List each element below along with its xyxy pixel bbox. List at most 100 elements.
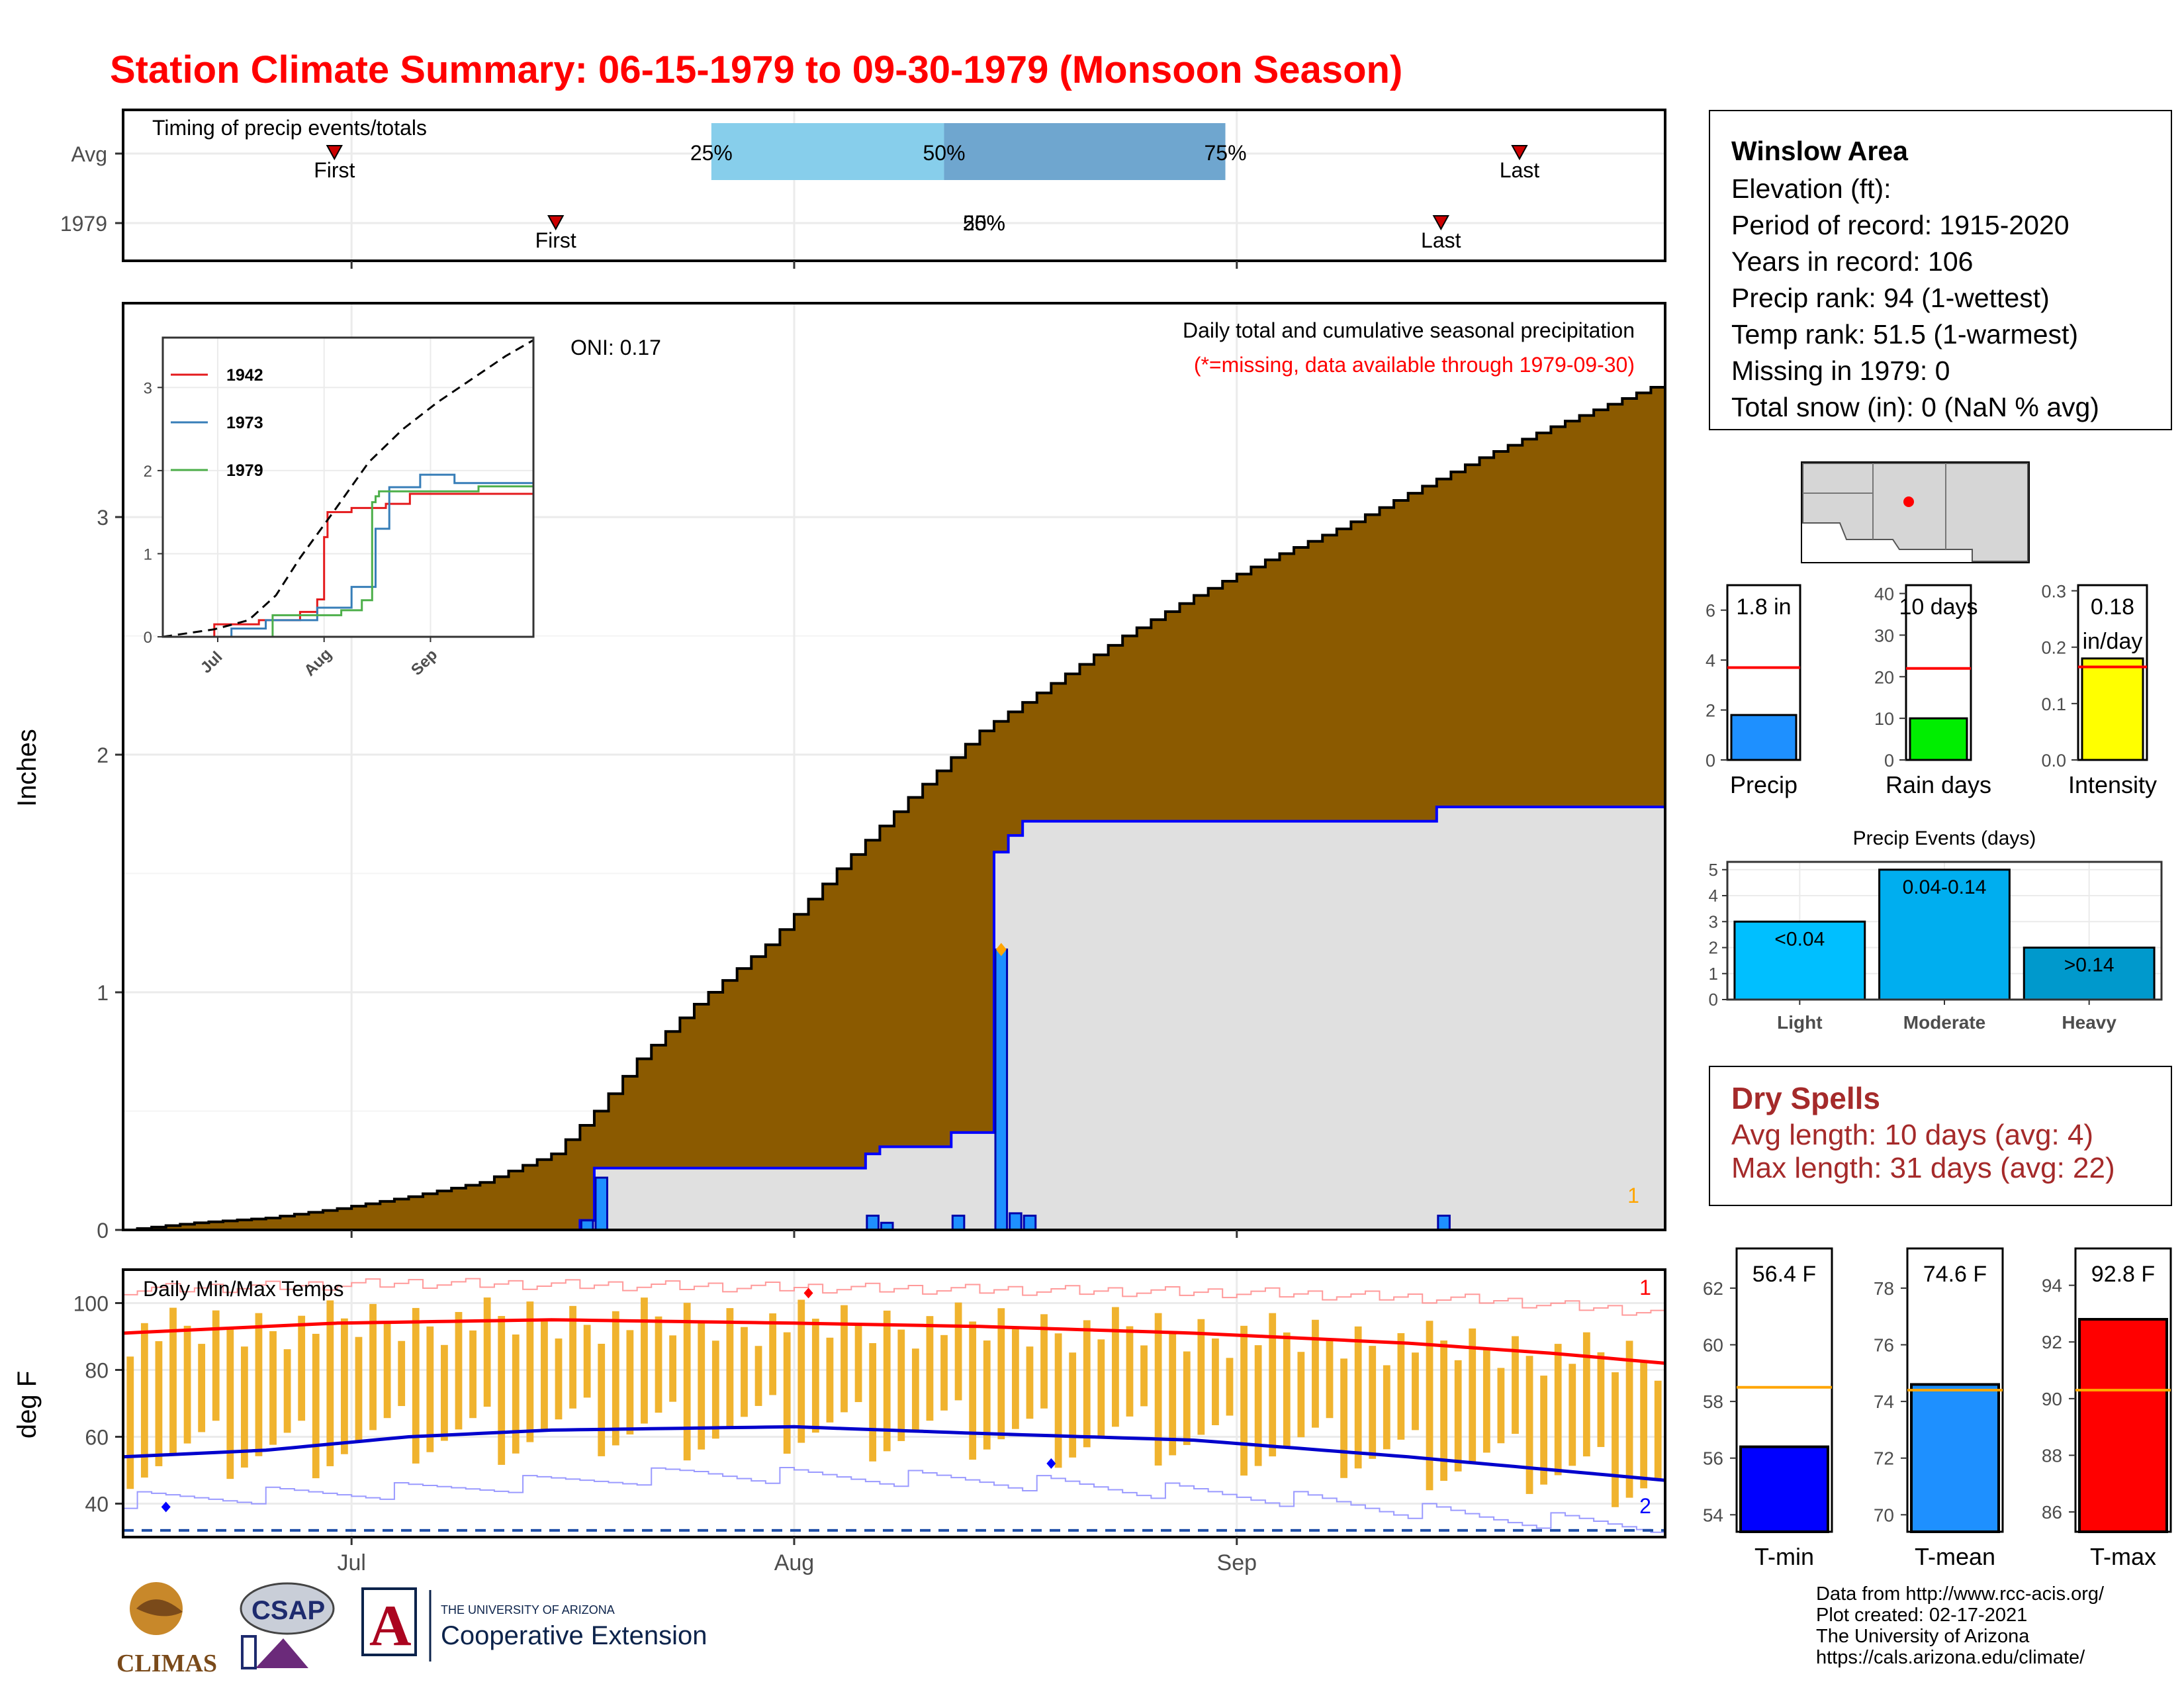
temp-y-tick-label: 80 <box>85 1359 109 1383</box>
climas-logo-text: CLIMAS <box>116 1650 217 1677</box>
station-period: Period of record: 1915-2020 <box>1731 210 2070 240</box>
daily-temp-bar <box>783 1332 791 1454</box>
inset-avg-dashed-line <box>162 339 534 638</box>
daily-temp-bar <box>926 1316 934 1421</box>
precip-events-bar-label-heavy: >0.14 <box>2064 955 2115 976</box>
credit-plot-created: Plot created: 02-17-2021 <box>1816 1605 2028 1626</box>
daily-temp-bar <box>1612 1372 1619 1507</box>
daily-temp-bar <box>1069 1352 1077 1458</box>
climas-logo: CLIMAS <box>116 1582 217 1677</box>
daily-temp-bar <box>1640 1360 1648 1489</box>
daily-temp-bar <box>854 1324 862 1403</box>
station-precip-rank: Precip rank: 94 (1-wettest) <box>1731 283 2050 313</box>
station-elevation: Elevation (ft): <box>1731 173 1891 204</box>
daily-temp-bar <box>726 1308 734 1428</box>
daily-temp-bar <box>655 1316 662 1413</box>
daily-temp-bar <box>1254 1345 1262 1466</box>
summary-temp-y-tick-label: 94 <box>2042 1276 2062 1296</box>
daily-temp-bar <box>312 1333 320 1479</box>
summary-precip-y-tick-label: 10 <box>1874 709 1894 729</box>
daily-temp-bar <box>1340 1358 1347 1478</box>
daily-temp-bar <box>1454 1360 1462 1472</box>
precip-events-bar-heavy <box>2023 947 2156 1001</box>
daily-temp-bar <box>1654 1380 1662 1479</box>
timing-1979-first-label: First <box>535 228 576 252</box>
precip-events-title: Precip Events (days) <box>1853 827 2036 849</box>
daily-temp-bar <box>1297 1352 1305 1438</box>
daily-temp-bar <box>298 1315 306 1421</box>
daily-precip-bar <box>1023 1214 1037 1231</box>
summary-temp-y-tick-label: 88 <box>2042 1445 2062 1466</box>
dry-spells-max: Max length: 31 days (avg: 22) <box>1731 1152 2115 1184</box>
inset-y-tick-label: 3 <box>144 379 152 397</box>
summary-precip-y-tick-label: 0.1 <box>2041 694 2066 714</box>
daily-temp-bar <box>741 1327 748 1417</box>
daily-precip-bar <box>580 1219 594 1231</box>
csap-cloud-icon <box>240 1582 335 1635</box>
daily-temp-bar <box>940 1335 948 1411</box>
summary-temp-value-label-1: 74.6 F <box>1923 1262 1987 1287</box>
daily-temp-bar <box>1011 1327 1019 1429</box>
station-info-box: Winslow Area Elevation (ft): Period of r… <box>1709 110 2172 430</box>
record-max-line <box>123 1278 1666 1316</box>
inset-legend-label-1973: 1973 <box>226 414 263 432</box>
inset-series-line-1942 <box>163 491 535 638</box>
daily-temp-bar <box>669 1335 676 1402</box>
daily-temp-bar <box>1083 1320 1091 1448</box>
daily-temp-bar <box>1212 1338 1219 1425</box>
summary-temp-label-1: T-mean <box>1915 1543 1995 1570</box>
daily-temp-bar <box>683 1303 691 1461</box>
daily-temp-bar <box>1440 1340 1447 1481</box>
summary-precip-bar-2 <box>2081 657 2144 761</box>
daily-temp-bar <box>841 1305 848 1413</box>
daily-temp-bar <box>911 1348 919 1431</box>
daily-temp-bar <box>441 1344 448 1441</box>
credit-url: https://cals.arizona.edu/climate/ <box>1816 1647 2085 1668</box>
daily-temp-bar <box>1412 1352 1419 1430</box>
daily-temp-bar <box>498 1316 506 1465</box>
summary-temp-y-tick-label: 56 <box>1703 1448 1723 1469</box>
cumulative-1979-area <box>123 807 1665 1230</box>
precip-events-border <box>1726 861 2163 1001</box>
daily-temp-bar <box>341 1318 348 1454</box>
summary-temp-bar-2 <box>2078 1318 2168 1533</box>
precip-events-category-label-moderate: Moderate <box>1903 1012 1985 1033</box>
precip-y-tick-label: 0 <box>97 1219 109 1243</box>
summary-temp-y-tick-label: 92 <box>2042 1332 2062 1352</box>
daily-temp-bar <box>1525 1356 1533 1494</box>
station-years: Years in record: 106 <box>1731 246 1974 277</box>
precip-y-tick-label: 1 <box>97 981 109 1005</box>
daily-temp-bar <box>1140 1345 1148 1407</box>
daily-temp-bar <box>283 1349 291 1433</box>
precip-events-y-tick-label: 1 <box>1709 964 1718 984</box>
avg-tmax-line <box>122 1318 1666 1365</box>
timing-q75-label: 75% <box>1204 141 1246 165</box>
daily-temp-bar <box>541 1320 548 1431</box>
summary-temp-value-label-2: 92.8 F <box>2091 1262 2155 1287</box>
record-min-line <box>123 1466 1666 1535</box>
dry-spells-title: Dry Spells <box>1731 1081 1880 1115</box>
summary-precip-y-tick-label: 0 <box>1884 751 1894 771</box>
record-max-marker <box>803 1288 813 1299</box>
ua-letter-icon: A <box>369 1594 412 1658</box>
daily-temp-bar <box>583 1325 591 1398</box>
daily-precip-bar <box>594 1176 609 1231</box>
daily-temp-bar <box>983 1340 991 1450</box>
precip-title: Daily total and cumulative seasonal prec… <box>1183 318 1635 342</box>
temp-y-tick-label: 40 <box>85 1493 109 1517</box>
record-min-count: 2 <box>1639 1494 1651 1518</box>
credit-university: The University of Arizona <box>1816 1626 2030 1647</box>
timing-avg-first-label: First <box>314 158 355 182</box>
credit-data-source: Data from http://www.rcc-acis.org/ <box>1816 1583 2105 1605</box>
summary-precip-bar-0 <box>1730 714 1797 761</box>
station-name: Winslow Area <box>1731 136 1908 166</box>
daily-temp-bar <box>483 1297 491 1407</box>
precip-y-tick-label: 2 <box>97 743 109 767</box>
precip-events-y-tick-label: 3 <box>1709 912 1718 931</box>
daily-temp-bar <box>1112 1307 1119 1427</box>
daily-temp-bar <box>1482 1348 1490 1453</box>
daily-temp-bar <box>883 1310 891 1452</box>
summary-precip-y-tick-label: 6 <box>1706 601 1715 621</box>
timing-avg-last-marker <box>1511 145 1528 161</box>
daily-temp-bar <box>1582 1332 1590 1457</box>
